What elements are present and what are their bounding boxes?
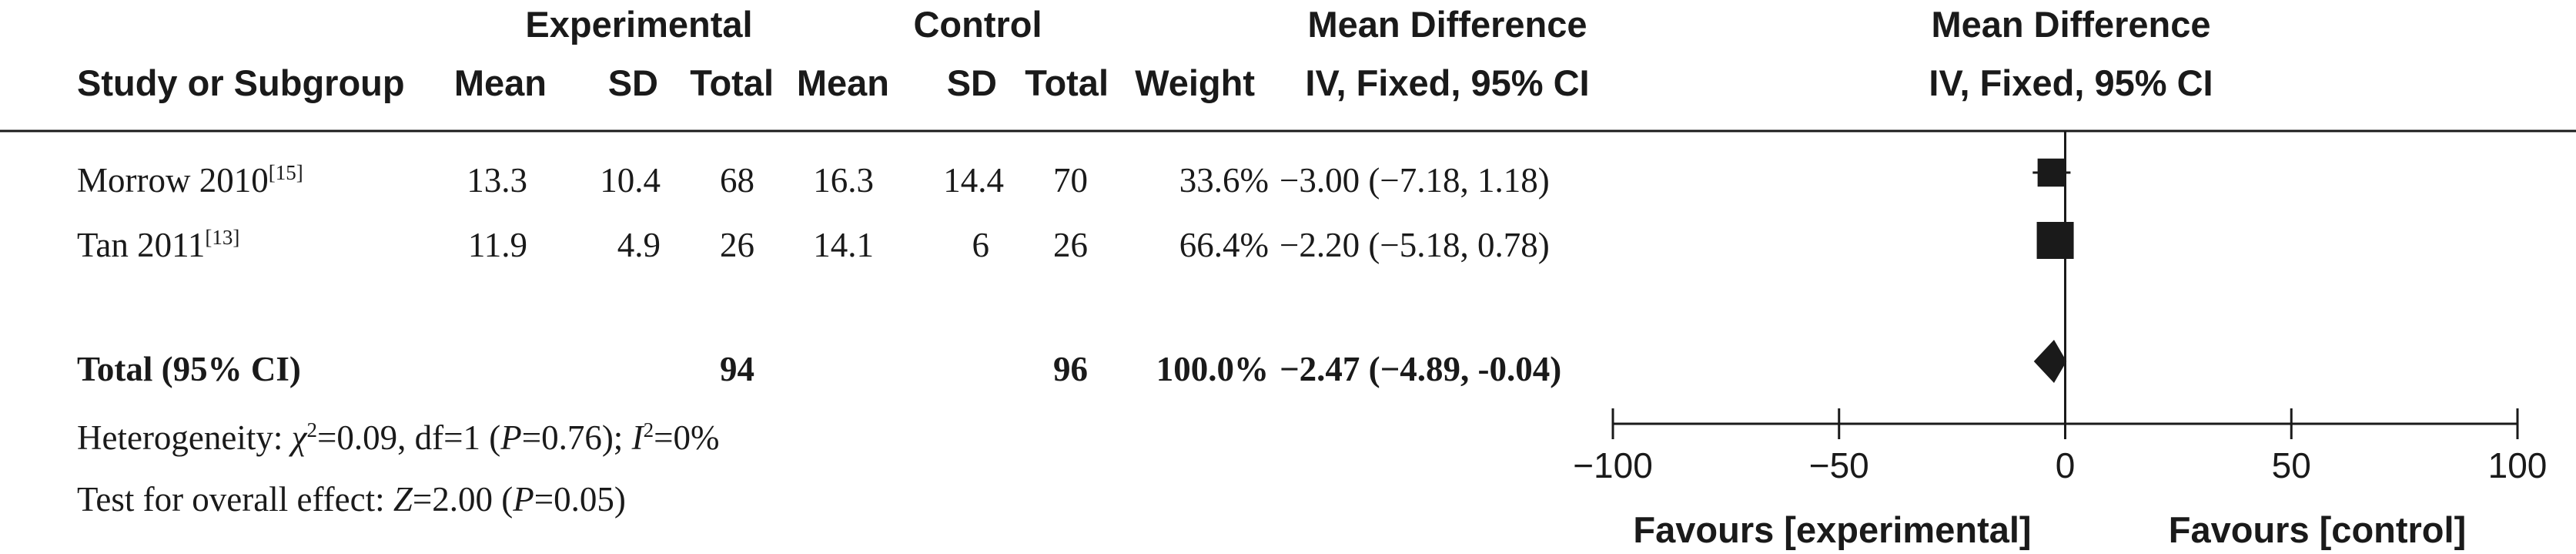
header-total-control: Total (1025, 62, 1109, 103)
study-row-1-sd-e: 10.4 (600, 161, 661, 200)
heterogeneity-text: Heterogeneity: χ2=0.09, df=1 (P=0.76); I… (77, 418, 720, 457)
study-row-1-mean-e: 13.3 (467, 161, 527, 200)
total-row-total-c: 96 (1053, 350, 1088, 388)
header-sd-experimental: SD (607, 62, 658, 103)
x-axis-tick-label: 0 (2056, 445, 2076, 485)
total-row-label: Total (95% CI) (77, 350, 301, 388)
study-row-1-mean-c: 16.3 (813, 161, 874, 200)
total-row-total-e: 94 (720, 350, 754, 388)
total-row-weight: 100.0% (1156, 350, 1269, 388)
header-mean-experimental: Mean (453, 62, 547, 103)
x-axis-tick-label: 100 (2488, 445, 2548, 485)
header-weight: Weight (1135, 62, 1255, 103)
study-row-2-sd-c: 6 (972, 226, 990, 264)
header-sd-control: SD (946, 62, 997, 103)
study-row-2-weight: 66.4% (1179, 226, 1269, 264)
study-row-2-total-c: 26 (1053, 226, 1088, 264)
study-row-1-ci: −3.00 (−7.18, 1.18) (1280, 161, 1550, 200)
study-row-1-sd-c: 14.4 (943, 161, 1004, 200)
total-row-ci: −2.47 (−4.89, -0.04) (1280, 350, 1562, 388)
header-control: Control (913, 4, 1042, 45)
header-method: IV, Fixed, 95% CI (1305, 62, 1590, 103)
header-total-experimental: Total (690, 62, 774, 103)
study-row-1-weight: 33.6% (1179, 161, 1269, 200)
study-row-2-name: Tan 2011[13] (77, 226, 240, 264)
header-mean-control: Mean (796, 62, 889, 103)
header-study: Study or Subgroup (77, 62, 405, 103)
study-row-1-total-e: 68 (720, 161, 754, 200)
study-row-2-mean-e: 11.9 (467, 226, 527, 264)
favours-control-label: Favours [control] (2168, 509, 2467, 550)
study-row-1-name: Morrow 2010[15] (77, 161, 303, 200)
favours-experimental-label: Favours [experimental] (1633, 509, 2032, 550)
study-row-2-mean-c: 14.1 (813, 226, 874, 264)
x-axis-tick-label: 50 (2272, 445, 2311, 485)
study-row-1-total-c: 70 (1053, 161, 1088, 200)
study-row-2-ci: −2.20 (−5.18, 0.78) (1280, 226, 1550, 264)
header-mean-difference: Mean Difference (1307, 4, 1587, 45)
study-estimate-square (2037, 158, 2066, 187)
x-axis-tick-label: −100 (1573, 445, 1653, 485)
pooled-estimate-diamond (2033, 340, 2067, 383)
study-estimate-square (2036, 222, 2074, 259)
study-row-2-total-e: 26 (720, 226, 754, 264)
overall-effect-text: Test for overall effect: Z=2.00 (P=0.05) (77, 480, 626, 519)
plot-header-method: IV, Fixed, 95% CI (1929, 62, 2213, 103)
plot-header-title: Mean Difference (1931, 4, 2211, 45)
x-axis-tick-label: −50 (1809, 445, 1869, 485)
header-experimental: Experimental (525, 4, 753, 45)
study-row-2-sd-e: 4.9 (617, 226, 661, 264)
